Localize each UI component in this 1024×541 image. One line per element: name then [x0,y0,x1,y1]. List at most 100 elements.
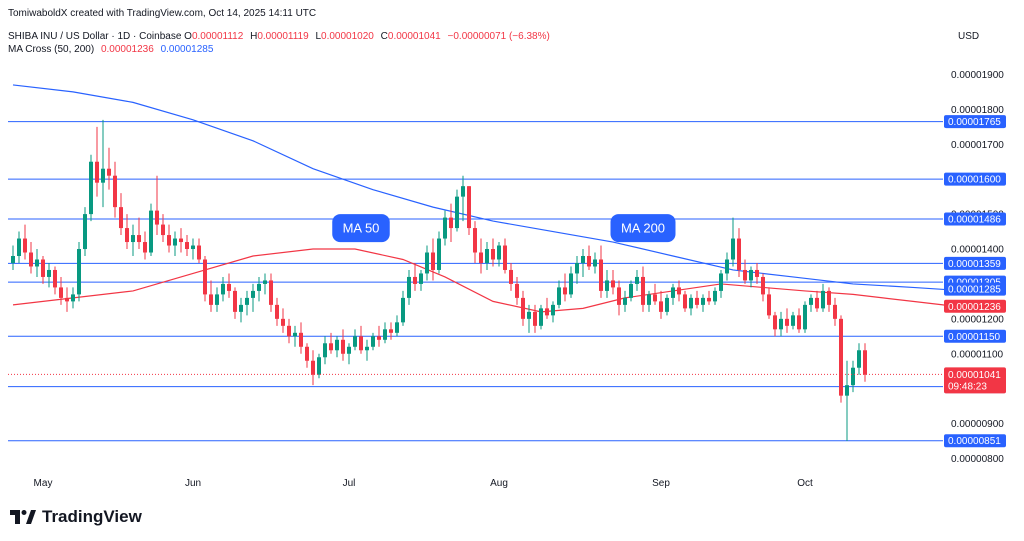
annotation-bubble-0 [332,214,390,243]
low-value: 0.00001020 [321,31,374,42]
candle-42 [263,273,267,295]
candle-133 [809,294,813,312]
candle-111 [677,280,681,302]
candle-body-31 [197,245,201,260]
candle-body-80 [491,249,495,260]
currency-label[interactable]: USD [958,31,980,42]
candle-12 [83,207,87,256]
candle-38 [239,297,243,323]
ma-tag-0: 0.00001285 [944,282,1006,296]
candle-body-91 [557,287,561,305]
candle-96 [587,245,591,270]
candle-body-132 [803,304,807,330]
candle-27 [173,231,177,256]
candle-10 [71,287,75,309]
candle-body-74 [455,196,459,229]
y-tick-8: 0.00000800 [951,454,1004,465]
candle-body-2 [23,238,27,253]
candle-93 [569,266,573,298]
candle-65 [401,290,405,326]
moving-averages [12,84,968,313]
candle-body-35 [221,283,225,295]
candle-110 [671,283,675,305]
candle-113 [689,294,693,316]
candle-body-117 [713,290,717,302]
candle-41 [257,276,261,302]
horizontal-levels [8,121,943,442]
candle-body-37 [233,290,237,312]
candle-129 [785,308,789,333]
candle-body-125 [761,276,765,295]
candle-126 [767,287,771,319]
candle-90 [551,301,555,323]
level-tag-5-bg [944,329,1006,343]
tradingview-logo[interactable]: TradingView [10,506,142,528]
candle-body-123 [749,269,753,281]
ma-slow-value: 0.00001285 [160,44,214,55]
candle-body-139 [845,385,849,396]
indicator-legend[interactable]: MA Cross (50, 200) 0.00001236 0.00001285 [8,44,213,55]
candle-63 [389,322,393,340]
high-key: H [250,31,258,42]
level-tag-0-text: 0.00001765 [948,117,1001,128]
candle-body-19 [125,228,129,243]
candle-body-47 [293,332,297,337]
candle-84 [515,276,519,305]
candle-51 [317,353,321,379]
candle-39 [245,290,249,316]
candle-18 [119,193,123,236]
y-tick-4: 0.00001400 [951,245,1004,256]
candle-body-17 [113,175,117,208]
candle-body-42 [263,280,267,284]
candle-87 [533,304,537,333]
candle-95 [581,249,585,277]
symbol-name: SHIBA INU / US Dollar · 1D · Coinbase [8,31,182,42]
level-tag-1: 0.00001600 [944,172,1006,186]
candle-body-114 [695,297,699,305]
candle-body-104 [635,276,639,284]
candle-body-126 [767,294,771,316]
candle-35 [221,276,225,302]
candle-116 [707,290,711,305]
candle-body-133 [809,297,813,305]
candle-body-13 [89,161,93,215]
candle-80 [491,238,495,267]
candle-31 [197,238,201,263]
candle-body-135 [821,290,825,309]
candle-68 [419,269,423,291]
candle-body-82 [503,245,507,270]
candle-body-54 [335,339,339,351]
candle-body-124 [755,269,759,277]
close-key: C [380,31,388,42]
candle-body-38 [239,304,243,312]
candle-body-4 [35,259,39,267]
candle-body-49 [305,346,309,361]
candle-52 [323,336,327,365]
candle-16 [107,147,111,190]
candle-83 [509,262,513,291]
candle-105 [641,266,645,312]
candle-body-94 [575,262,579,274]
candle-109 [665,294,669,316]
candle-122 [743,259,747,284]
candle-body-9 [65,297,69,302]
candle-body-57 [353,336,357,347]
candle-body-67 [413,276,417,284]
candle-71 [437,231,441,274]
ma-tag-0-text: 0.00001285 [948,285,1001,296]
candle-body-6 [47,269,51,277]
symbol-legend[interactable]: SHIBA INU / US Dollar · 1D · Coinbase O0… [8,31,554,42]
candle-body-34 [215,294,219,305]
candle-body-22 [143,242,147,253]
annotations: MA 50 MA 200 [332,214,676,243]
level-tag-3-text: 0.00001359 [948,259,1001,270]
candle-58 [359,325,363,354]
level-tag-2-bg [944,212,1006,226]
candle-body-105 [641,276,645,305]
candle-body-121 [737,238,741,270]
candle-45 [281,308,285,333]
candle-body-120 [731,238,735,260]
candle-body-85 [521,297,525,319]
annotation-bubble-1 [610,214,676,243]
